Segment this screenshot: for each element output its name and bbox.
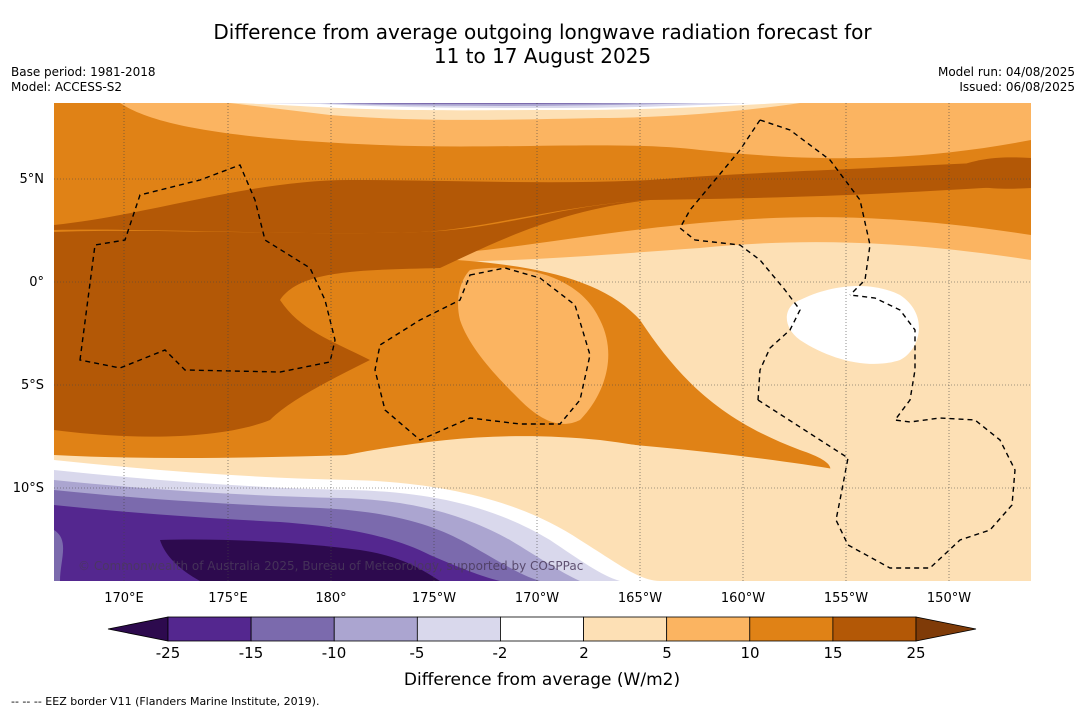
colorbar-level-label: -2: [493, 644, 508, 662]
colorbar-level-label: 25: [906, 644, 925, 662]
colorbar-level-label: 15: [823, 644, 842, 662]
colorbar-extension-high: [915, 616, 977, 642]
title-line-2: 11 to 17 August 2025: [433, 44, 652, 68]
meta-right: Model run: 04/08/2025 Issued: 06/08/2025: [938, 65, 1075, 95]
colorbar-cell: [583, 616, 668, 642]
colorbar-cell: [500, 616, 584, 642]
eez-borders: [79, 119, 1016, 569]
colorbar-extension-low: [107, 616, 169, 642]
colorbar-cell: [666, 616, 751, 642]
eez-border-south: [757, 294, 1016, 569]
colorbar-cell: [250, 616, 335, 642]
band-north-top-neg15: [340, 103, 640, 104]
x-tick-label: 150°W: [927, 591, 971, 606]
x-tick-label: 160°W: [721, 591, 765, 606]
colorbar-level-label: -5: [410, 644, 425, 662]
colorbar-level-label: 10: [740, 644, 759, 662]
colorbar-cell: [333, 616, 418, 642]
y-axis-ticks: 5°N 0° 5°S 10°S: [13, 172, 44, 496]
x-tick-label: 170°E: [104, 591, 144, 606]
band-north-east-15: [950, 157, 1031, 189]
colorbar-level-label: 2: [579, 644, 589, 662]
eez-border-west: [79, 164, 336, 373]
x-tick-label: 180°: [315, 591, 346, 606]
title-line-1: Difference from average outgoing longwav…: [213, 20, 872, 44]
colorbar-level-label: -25: [156, 644, 181, 662]
x-tick-label: 175°E: [208, 591, 248, 606]
x-tick-label: 170°W: [515, 591, 559, 606]
colorbar-labels: -25 -15 -10 -5 -2 2 5 10 15 25: [156, 644, 926, 662]
colorbar-cell: [416, 616, 501, 642]
y-tick-label: 10°S: [13, 481, 44, 496]
colorbar-title: Difference from average (W/m2): [404, 670, 680, 690]
base-period: Base period: 1981-2018: [11, 65, 156, 79]
meta-left: Base period: 1981-2018 Model: ACCESS-S2: [11, 65, 156, 95]
band-north-15: [54, 160, 1031, 234]
x-tick-label: 175°W: [412, 591, 456, 606]
colorbar-level-label: -15: [239, 644, 264, 662]
eez-border-central: [374, 267, 591, 441]
x-axis-ticks: 170°E 175°E 180° 175°W 170°W 165°W 160°W…: [104, 591, 971, 606]
y-tick-label: 0°: [29, 275, 44, 290]
colorbar-cell: [167, 616, 252, 642]
issued-date: Issued: 06/08/2025: [959, 80, 1075, 94]
map-field: © Commonwealth of Australia 2025, Bureau…: [54, 103, 1031, 581]
colorbar-level-label: 5: [662, 644, 672, 662]
eez-border-east-north: [759, 119, 871, 296]
colorbar: -25 -15 -10 -5 -2 2 5 10 15 25 Differenc…: [107, 616, 977, 690]
copyright-text: © Commonwealth of Australia 2025, Bureau…: [78, 559, 583, 573]
model-name: Model: ACCESS-S2: [11, 80, 123, 94]
colorbar-cells: [107, 616, 977, 642]
y-tick-label: 5°S: [21, 378, 44, 393]
x-tick-label: 165°W: [618, 591, 662, 606]
colorbar-cell: [832, 616, 917, 642]
x-tick-label: 155°W: [824, 591, 868, 606]
y-tick-label: 5°N: [20, 172, 45, 187]
chart-title: Difference from average outgoing longwav…: [0, 20, 1085, 68]
anomaly-east-neg2: [786, 285, 919, 364]
gridlines: [54, 103, 1031, 581]
eez-footnote: -- -- -- EEZ border V11 (Flanders Marine…: [11, 695, 320, 708]
colorbar-cell: [749, 616, 834, 642]
colorbar-level-label: -10: [322, 644, 347, 662]
band-south-below-neg25: [160, 539, 440, 581]
eez-border-east-mid: [679, 119, 801, 401]
model-run: Model run: 04/08/2025: [937, 65, 1075, 79]
anomaly-west-15: [54, 200, 650, 437]
